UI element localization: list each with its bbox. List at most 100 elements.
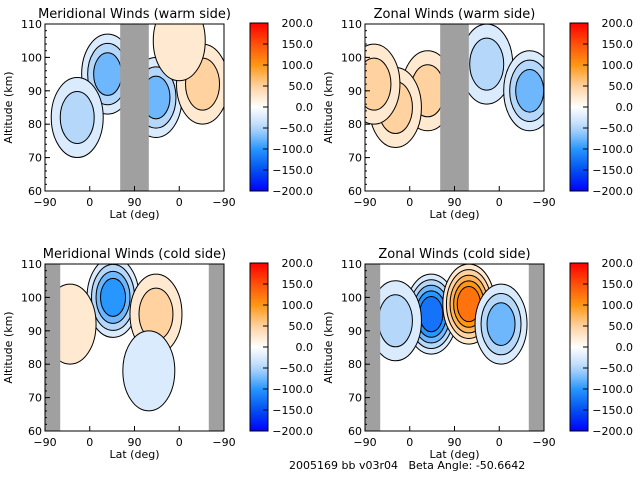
x-tick-label: 0 (86, 436, 93, 449)
x-axis-label: Lat (deg) (430, 448, 480, 461)
colorbar-tick-label: 50.0 (609, 320, 634, 333)
contour-region (59, 91, 95, 145)
y-axis-label: Altitude (km) (2, 311, 15, 383)
colorbar-tick-label: 0.0 (616, 101, 634, 114)
plot-area (365, 264, 544, 431)
colorbar-tick-label: 150.0 (602, 278, 634, 291)
plot-area (45, 24, 224, 191)
x-axis-label: Lat (deg) (110, 208, 160, 221)
y-tick-label: 70 (28, 392, 42, 405)
y-tick-label: 70 (348, 392, 362, 405)
x-tick-label: 90 (128, 196, 142, 209)
plot-area (365, 24, 544, 191)
y-tick-label: 80 (28, 358, 42, 371)
chart-title: Meridional Winds (warm side) (38, 7, 231, 22)
colorbar-tick-label: 200.0 (602, 17, 634, 30)
data-gap (120, 24, 149, 191)
y-tick-label: 60 (348, 185, 362, 198)
colorbar-tick-label: −50.0 (599, 122, 633, 135)
x-axis-label: Lat (deg) (430, 208, 480, 221)
colorbar-tick-label: −50.0 (279, 122, 313, 135)
y-tick-label: 100 (21, 291, 42, 304)
y-tick-label: 100 (341, 291, 362, 304)
y-axis-label: Altitude (km) (322, 71, 335, 143)
footer-caption: 2005169 bb v03r04 Beta Angle: -50.6642 (289, 459, 526, 472)
data-gap (208, 264, 224, 431)
colorbar-tick-label: 50.0 (289, 320, 314, 333)
colorbar-tick-label: −50.0 (599, 362, 633, 375)
y-axis-label: Altitude (km) (2, 71, 15, 143)
chart-title: Meridional Winds (cold side) (43, 247, 226, 262)
chart-panel-1: Zonal Winds (warm side)11010090807060−90… (322, 7, 633, 221)
y-tick-label: 100 (341, 51, 362, 64)
x-tick-label: 90 (128, 436, 142, 449)
x-tick-label: −90 (353, 196, 376, 209)
x-tick-label: 0 (406, 196, 413, 209)
contour-region (486, 302, 516, 346)
data-gap (365, 264, 381, 431)
chart-panel-2: Meridional Winds (cold side)110 100 90 80 70… (2, 247, 313, 461)
y-tick-label: 60 (28, 185, 42, 198)
colorbar-tick-label: 200.0 (282, 257, 314, 270)
y-tick-label: 90 (348, 325, 362, 338)
x-tick-label: 0 (86, 196, 93, 209)
y-tick-label: 110 (21, 258, 42, 271)
colorbar-tick-label: 100.0 (602, 59, 634, 72)
x-tick-label: 90 (448, 196, 462, 209)
colorbar-tick-label: −200.0 (272, 425, 313, 438)
colorbar-tick-label: 200.0 (282, 17, 314, 30)
contour-region (469, 37, 505, 91)
y-axis-label: Altitude (km) (322, 311, 335, 383)
x-tick-label: −90 (532, 436, 555, 449)
data-gap (45, 264, 61, 431)
chart-panel-3: Zonal Winds (cold side)11010090807060−90… (322, 247, 633, 461)
colorbar-tick-label: −150.0 (272, 164, 313, 177)
x-tick-label: 0 (496, 436, 503, 449)
colorbar-tick-label: −100.0 (592, 143, 633, 156)
contour-region (377, 294, 413, 348)
colorbar-tick-label: 200.0 (602, 257, 634, 270)
y-tick-label: 110 (341, 258, 362, 271)
x-tick-label: 0 (406, 436, 413, 449)
x-tick-label: 0 (176, 436, 183, 449)
x-tick-label: −90 (212, 436, 235, 449)
contour-region (515, 68, 544, 113)
colorbar-tick-label: 0.0 (296, 101, 314, 114)
y-tick-label: 110 (341, 18, 362, 31)
colorbar-tick-label: 150.0 (282, 38, 314, 51)
colorbar-tick-label: −200.0 (592, 425, 633, 438)
chart-title: Zonal Winds (cold side) (378, 247, 530, 262)
y-tick-label: 70 (348, 152, 362, 165)
y-tick-label: 70 (28, 152, 42, 165)
colorbar-tick-label: 50.0 (289, 80, 314, 93)
colorbar-tick-label: 100.0 (282, 299, 314, 312)
colorbar-tick-label: −100.0 (272, 383, 313, 396)
x-tick-label: −90 (33, 196, 56, 209)
colorbar-tick-label: 100.0 (602, 299, 634, 312)
colorbar-tick-label: −100.0 (592, 383, 633, 396)
contour-region (365, 57, 392, 111)
x-tick-label: −90 (33, 436, 56, 449)
chart-title: Zonal Winds (warm side) (374, 7, 536, 22)
y-tick-label: 80 (28, 118, 42, 131)
x-tick-label: −90 (212, 196, 235, 209)
y-tick-label: 100 (21, 51, 42, 64)
plot-area (45, 264, 224, 431)
colorbar-tick-label: −150.0 (592, 164, 633, 177)
colorbar-tick-label: 100.0 (282, 59, 314, 72)
contour-region (100, 277, 127, 317)
colorbar-tick-label: −200.0 (592, 185, 633, 198)
y-tick-label: 60 (348, 425, 362, 438)
colorbar-tick-label: −100.0 (272, 143, 313, 156)
colorbar-tick-label: −50.0 (279, 362, 313, 375)
x-tick-label: 0 (176, 196, 183, 209)
colorbar-tick-label: 50.0 (609, 80, 634, 93)
x-tick-label: −90 (532, 196, 555, 209)
colorbar-tick-label: 0.0 (296, 341, 314, 354)
y-tick-label: 90 (28, 85, 42, 98)
data-gap (528, 264, 544, 431)
x-tick-label: 90 (448, 436, 462, 449)
colorbar-tick-label: 150.0 (282, 278, 314, 291)
contour-region (419, 296, 444, 333)
